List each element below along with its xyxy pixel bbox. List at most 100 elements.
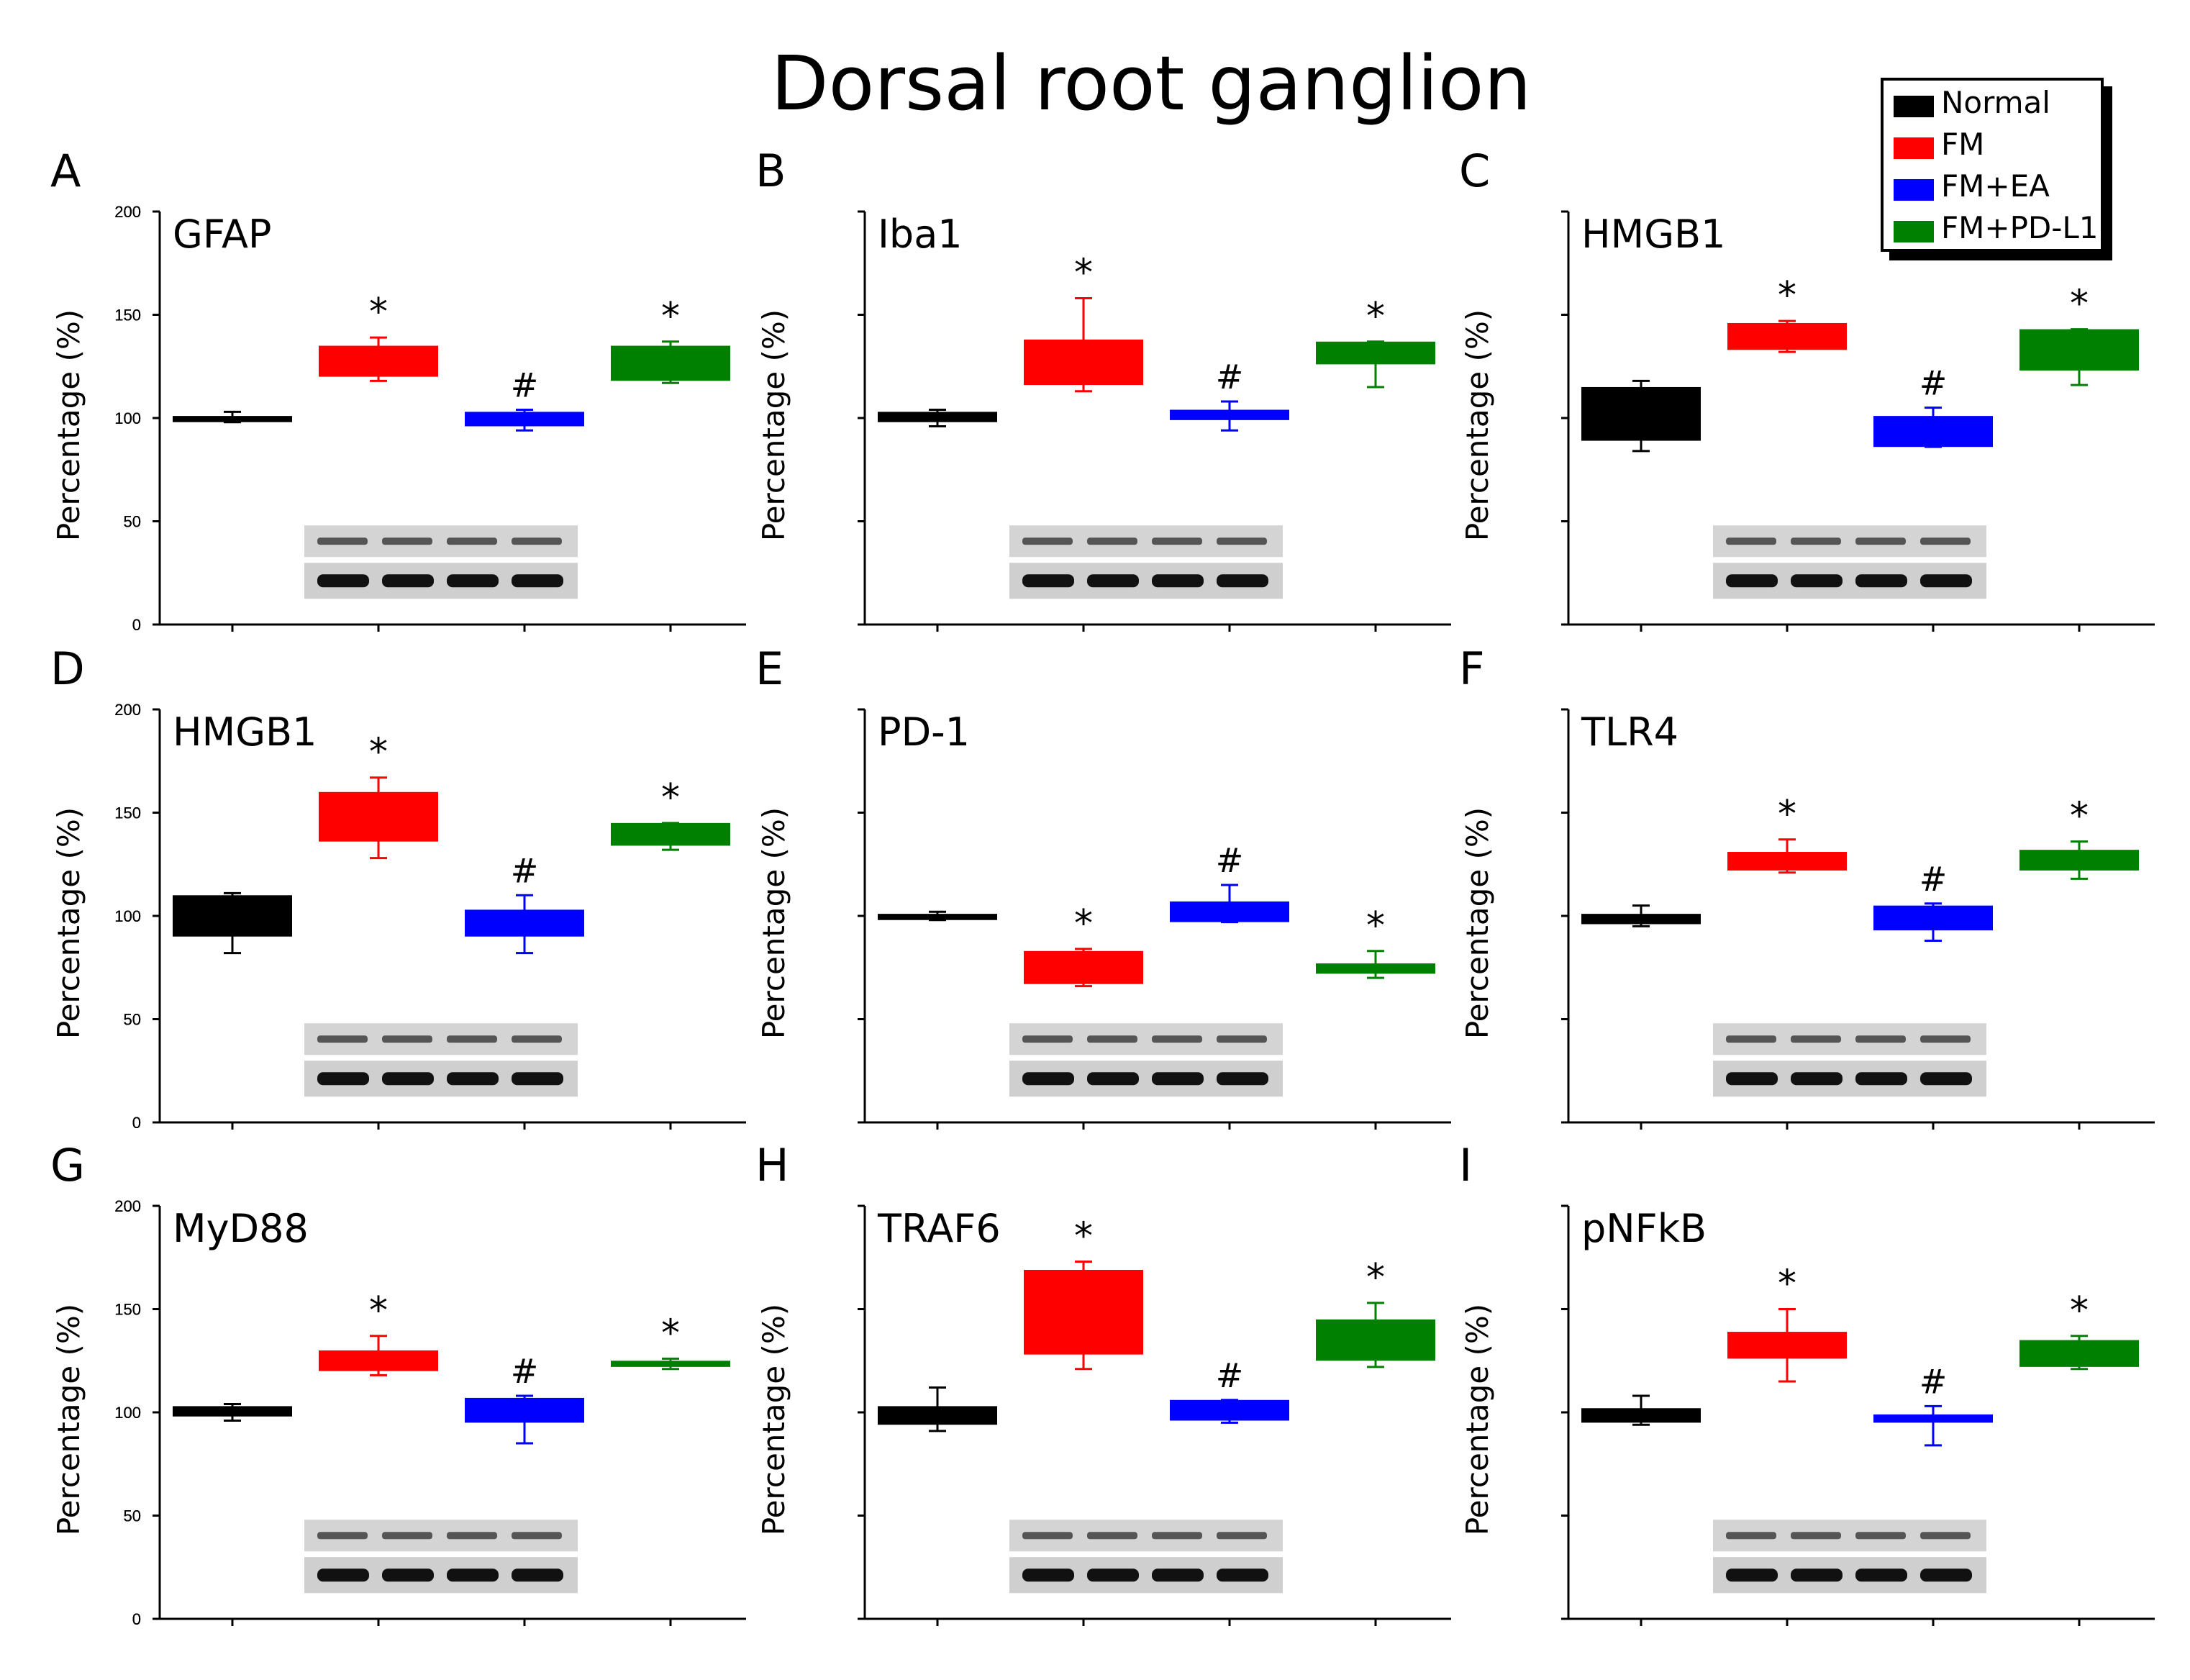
legend-label-normal: Normal [1941,84,2050,120]
blot-band [1152,1035,1202,1043]
blot-band [1726,574,1778,588]
y-tick-label: 150 [114,307,141,324]
y-tick-label: 150 [114,307,141,324]
significance-star: * [369,731,388,774]
blot-band [1791,1035,1841,1043]
significance-star: * [2070,795,2089,838]
y-tick-label: 0 [132,616,141,634]
significance-hash: # [1216,841,1244,880]
y-tick-label: 0 [132,1114,141,1132]
y-tick-label: 0 [132,1610,141,1628]
y-axis-label: Percentage (%) [51,309,86,541]
blot-band [1726,1568,1778,1582]
blot-band [1920,574,1972,588]
blot-band [1087,1532,1137,1540]
blot-band [1920,537,1971,545]
significance-hash: # [511,366,539,405]
blot-band [1217,1072,1268,1086]
blot-band [382,1568,434,1582]
significance-star: * [1074,252,1093,295]
blot-band [512,1035,562,1043]
blot-band [1087,537,1137,545]
y-axis-label: Percentage (%) [756,309,791,541]
blot-band [1791,1072,1843,1086]
blot-band [382,574,434,588]
y-axis-label: Percentage (%) [1460,807,1495,1039]
blot-band [1855,1568,1907,1582]
blot-band [447,537,497,545]
blot-band [1791,574,1843,588]
protein-label: Iba1 [878,212,963,257]
significance-star: * [369,291,388,334]
blot-band [1920,1568,1972,1582]
y-tick-label: 0 [132,616,141,634]
significance-star: * [1778,274,1796,317]
legend-item-fm-ea: FM+EA [1894,168,2050,204]
blot-band [512,1568,563,1582]
blot-band [1087,1568,1139,1582]
protein-label: PD-1 [878,709,970,755]
y-axis-label: Percentage (%) [756,807,791,1039]
y-tick-label: 50 [124,1011,141,1029]
y-tick-label: 100 [114,907,141,925]
blot-band [317,574,369,588]
blot-band [382,1072,434,1086]
blot-band [1217,537,1267,545]
significance-star: * [661,776,680,819]
y-tick-label: 150 [114,1301,141,1319]
blot-band [1152,574,1204,588]
y-tick-label: 50 [124,513,141,531]
y-tick-label: 100 [114,1404,141,1422]
significance-star: * [661,1312,680,1355]
protein-label: TRAF6 [877,1206,1001,1251]
y-tick-label: 0 [132,1610,141,1628]
blot-band [1726,1035,1776,1043]
blot-band [1726,537,1776,545]
blot-band [1152,537,1202,545]
significance-star: * [2070,283,2089,326]
significance-star: * [1366,1256,1385,1299]
blot-band [1022,574,1074,588]
blot-band [1217,1532,1267,1540]
blot-band [1152,1568,1204,1582]
blot-band [1022,1072,1074,1086]
blot-band [1920,1532,1971,1540]
y-tick-label: 200 [114,203,141,221]
significance-star: * [1366,904,1385,948]
blot-band [512,1072,563,1086]
figure-title: Dorsal root ganglion [771,40,1532,127]
y-tick-label: 200 [114,1197,141,1215]
blot-band [1087,1072,1139,1086]
blot-band [1087,1035,1137,1043]
y-tick-label: 200 [114,701,141,719]
legend-item-normal: Normal [1894,84,2050,120]
protein-label: HMGB1 [173,709,317,755]
y-tick-label: 150 [114,804,141,822]
blot-band [1791,1532,1841,1540]
blot-band [317,1568,369,1582]
blot-band [1217,574,1268,588]
y-tick-label: 100 [114,1404,141,1422]
blot-band [1855,1072,1907,1086]
protein-label: pNFkB [1581,1206,1707,1251]
panel-letter: I [1459,1139,1472,1191]
y-tick-label: 200 [114,701,141,719]
panel-letter: F [1459,643,1485,695]
blot-band [317,1035,368,1043]
blot-band [1726,1072,1778,1086]
y-tick-label: 150 [114,1301,141,1319]
blot-band [1855,1035,1906,1043]
blot-band [382,537,432,545]
panel-letter: G [50,1139,85,1191]
panel-letter: C [1459,145,1490,197]
blot-band [1022,1568,1074,1582]
significance-hash: # [1216,1356,1244,1395]
panel-letter: A [50,145,81,197]
significance-hash: # [1919,860,1948,899]
blot-band [447,574,499,588]
blot-band [1022,537,1073,545]
y-tick-label: 0 [132,616,141,634]
legend-label-fm: FM [1941,126,1985,162]
